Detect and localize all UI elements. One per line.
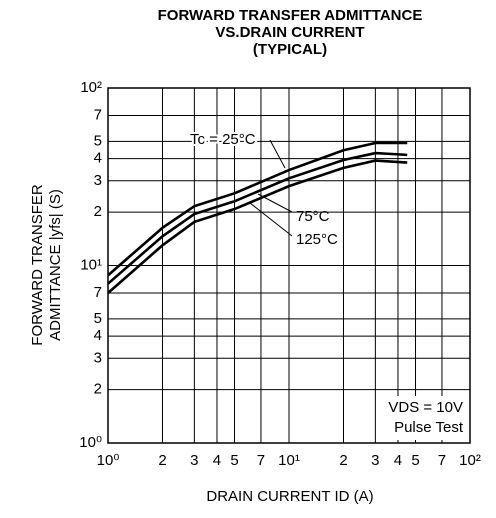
y-tick-label: 5: [94, 310, 102, 327]
plot-frame: [107, 87, 471, 444]
series-line: [107, 141, 408, 277]
annotation-bg: [392, 396, 468, 440]
y-tick-label: 2: [94, 381, 102, 398]
chart-title: VS.DRAIN CURRENT: [215, 24, 364, 41]
y-tick-label: 3: [94, 172, 102, 189]
series-line: [107, 151, 408, 285]
x-axis-label: DRAIN CURRENT ID (A): [206, 488, 373, 505]
y-tick-label: 7: [94, 284, 102, 301]
curve-label: Tc = 25°C: [190, 131, 256, 148]
x-tick-label: 3: [371, 452, 379, 469]
y-tick-label: 2: [94, 203, 102, 220]
chart-title: FORWARD TRANSFER ADMITTANCE: [158, 7, 423, 24]
x-tick-label: 2: [158, 452, 166, 469]
y-tick-label: 10⁰: [79, 434, 102, 451]
y-tick-label: 10¹: [80, 256, 102, 273]
y-tick-label: 10²: [80, 79, 102, 96]
x-tick-label: 4: [394, 452, 402, 469]
y-tick-label: 5: [94, 132, 102, 149]
x-tick-label: 5: [230, 452, 238, 469]
y-tick-label: 4: [94, 150, 102, 167]
x-tick-label: 10⁰: [97, 452, 120, 469]
chart-title: (TYPICAL): [253, 41, 327, 58]
y-tick-label: 3: [94, 349, 102, 366]
y-axis-label: ADMITTANCE |yfs| (S): [47, 189, 64, 341]
x-tick-label: 10²: [459, 452, 481, 469]
curve-label: 75°C: [296, 208, 330, 225]
x-tick-label: 7: [257, 452, 265, 469]
x-tick-label: 4: [213, 452, 221, 469]
y-tick-label: 4: [94, 327, 102, 344]
x-tick-label: 3: [190, 452, 198, 469]
x-tick-label: 5: [411, 452, 419, 469]
leader-line: [249, 202, 293, 237]
curve-label: 125°C: [296, 231, 338, 248]
leader-line: [269, 139, 286, 169]
annotation: Pulse Test: [394, 419, 464, 436]
leader-line: [257, 193, 293, 213]
y-axis-label: FORWARD TRANSFER: [29, 184, 46, 346]
annotation: VDS = 10V: [388, 399, 463, 416]
x-tick-label: 10¹: [278, 452, 300, 469]
x-tick-label: 2: [339, 452, 347, 469]
series-line: [107, 159, 408, 294]
y-tick-label: 7: [94, 106, 102, 123]
x-tick-label: 7: [438, 452, 446, 469]
